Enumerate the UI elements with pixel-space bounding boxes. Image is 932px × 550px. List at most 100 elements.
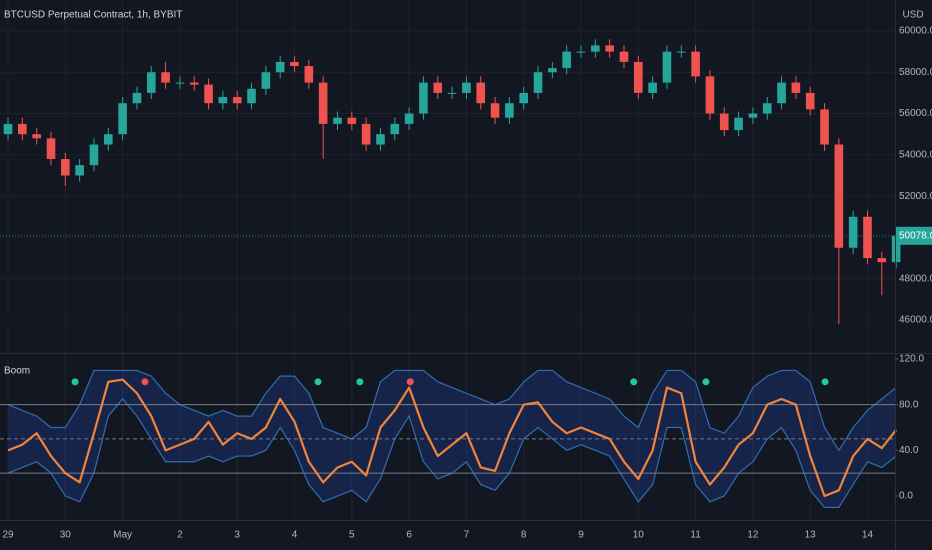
x-tick-label: May bbox=[113, 530, 132, 541]
candle-body bbox=[390, 123, 400, 135]
signal-dot bbox=[702, 378, 710, 386]
x-tick-label: 30 bbox=[60, 530, 72, 541]
candle-body bbox=[533, 72, 543, 93]
y-tick-label: 48000.0 bbox=[899, 273, 932, 284]
x-tick-label: 2 bbox=[177, 530, 183, 541]
candle-body bbox=[834, 144, 844, 248]
last-price-tag bbox=[896, 226, 932, 245]
y-tick-label: 40.0 bbox=[899, 445, 919, 456]
candle-body bbox=[891, 235, 901, 263]
y-tick-label: 58000.0 bbox=[899, 67, 932, 78]
candle-body bbox=[719, 113, 729, 131]
candle-body bbox=[3, 123, 13, 135]
signal-dot bbox=[821, 378, 829, 386]
candle-body bbox=[476, 82, 486, 104]
y-tick-label: 0.0 bbox=[899, 491, 913, 502]
candle-body bbox=[805, 92, 815, 110]
y-tick-label: 46000.0 bbox=[899, 315, 932, 326]
candle-body bbox=[261, 72, 271, 89]
candle-body bbox=[419, 82, 428, 114]
candle-body bbox=[333, 117, 342, 124]
indicator-title: Boom bbox=[4, 366, 30, 377]
candle-body bbox=[591, 45, 600, 52]
candle-body bbox=[691, 51, 700, 77]
candle-body bbox=[762, 103, 772, 114]
candle-body bbox=[848, 216, 858, 248]
candle-body bbox=[562, 51, 571, 69]
candle-body bbox=[490, 103, 500, 118]
chart-title: BTCUSD Perpetual Contract, 1h, BYBIT bbox=[4, 10, 182, 21]
candle-body bbox=[75, 165, 84, 176]
candle-body bbox=[290, 61, 299, 67]
x-tick-label: 6 bbox=[406, 530, 412, 541]
x-tick-label: 13 bbox=[805, 530, 817, 541]
y-tick-label: 60000.0 bbox=[899, 26, 932, 37]
candle-body bbox=[189, 82, 199, 85]
x-tick-label: 29 bbox=[2, 530, 14, 541]
candle-body bbox=[820, 109, 829, 145]
candle-body bbox=[175, 82, 185, 84]
candle-body bbox=[347, 117, 357, 124]
candle-body bbox=[89, 144, 99, 166]
candle-body bbox=[46, 138, 56, 159]
signal-dot bbox=[356, 378, 364, 386]
y-tick-label: 80.0 bbox=[899, 399, 919, 410]
candle-body bbox=[232, 97, 242, 104]
layers bbox=[0, 0, 901, 520]
candle-body bbox=[304, 66, 314, 83]
last-price-label: 50078.0 bbox=[899, 230, 932, 241]
x-tick-label: 3 bbox=[234, 530, 240, 541]
signal-dot bbox=[630, 378, 638, 386]
signal-dot bbox=[71, 378, 79, 386]
candle-body bbox=[705, 76, 715, 114]
signal-dot bbox=[141, 378, 149, 386]
x-tick-label: 5 bbox=[349, 530, 355, 541]
candle-body bbox=[605, 45, 614, 52]
y-tick-label: 56000.0 bbox=[899, 108, 932, 119]
candle-body bbox=[318, 82, 328, 124]
signal-dot bbox=[406, 378, 414, 386]
candle-body bbox=[161, 72, 170, 83]
band-edge bbox=[7, 369, 897, 452]
candle-body bbox=[275, 61, 285, 73]
candle-body bbox=[18, 123, 27, 135]
x-tick-label: 9 bbox=[578, 530, 584, 541]
candle-body bbox=[376, 134, 385, 145]
x-tick-label: 11 bbox=[690, 530, 701, 541]
candle-body bbox=[877, 258, 887, 263]
candle-body bbox=[791, 82, 801, 93]
candle-body bbox=[548, 68, 557, 73]
candle-body bbox=[61, 158, 70, 176]
oscillator-line bbox=[7, 378, 898, 498]
candle-body bbox=[634, 61, 643, 93]
candle-body bbox=[863, 216, 872, 259]
candle-body bbox=[462, 82, 471, 93]
candle-body bbox=[433, 82, 443, 93]
candle-body bbox=[662, 51, 672, 83]
y-tick-label: 52000.0 bbox=[899, 191, 932, 202]
candle-body bbox=[734, 117, 743, 131]
candle-body bbox=[748, 113, 758, 118]
x-tick-label: 14 bbox=[862, 530, 874, 541]
currency-label: USD bbox=[902, 10, 923, 21]
candle-body bbox=[619, 51, 629, 62]
candle-body bbox=[204, 84, 213, 104]
candle-body bbox=[447, 92, 457, 94]
candle-body bbox=[103, 134, 113, 145]
candle-body bbox=[218, 97, 228, 104]
candle-body bbox=[132, 92, 142, 104]
candle-body bbox=[648, 82, 657, 93]
x-tick-label: 8 bbox=[521, 530, 527, 541]
y-tick-label: 120.0 bbox=[899, 354, 924, 365]
candle-body bbox=[32, 134, 41, 139]
candle-body bbox=[676, 51, 686, 53]
x-tick-label: 4 bbox=[292, 530, 298, 541]
x-tick-label: 10 bbox=[633, 530, 645, 541]
candle-body bbox=[505, 103, 514, 118]
candle-body bbox=[361, 123, 371, 145]
x-tick-label: 12 bbox=[747, 530, 759, 541]
candle-body bbox=[576, 51, 586, 53]
candle-body bbox=[118, 103, 127, 135]
